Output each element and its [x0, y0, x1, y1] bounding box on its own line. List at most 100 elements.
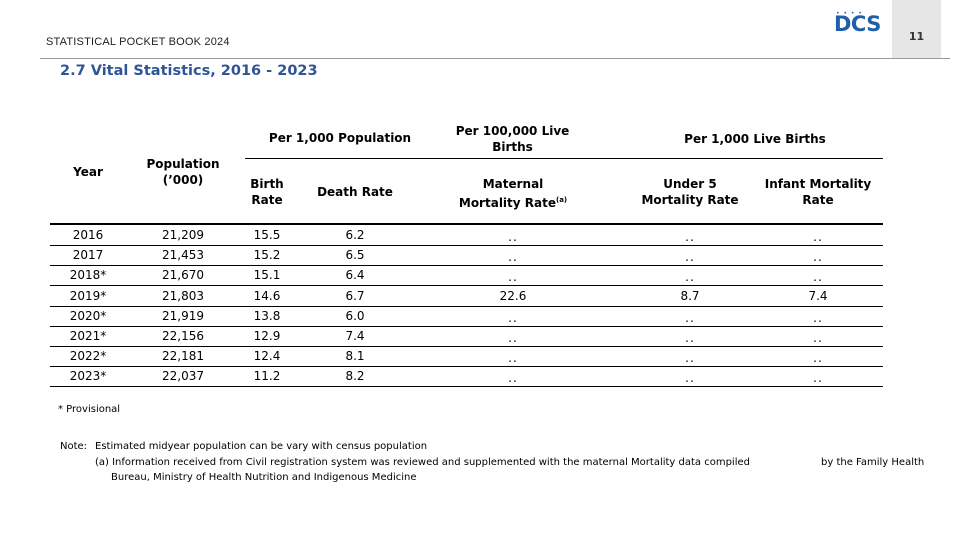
cell-population: 21,803 — [162, 288, 204, 303]
row-divider — [50, 265, 883, 267]
dcs-logo: • • • • DCS — [834, 10, 881, 38]
cell-infant-mortality: .. — [813, 270, 823, 285]
cell-infant-mortality: .. — [813, 310, 823, 325]
section-title: 2.7 Vital Statistics, 2016 - 2023 — [60, 63, 318, 79]
cell-death-rate: 8.1 — [345, 349, 365, 364]
cell-maternal-mortality: .. — [508, 310, 518, 325]
note-line-3: Bureau, Ministry of Health Nutrition and… — [111, 472, 417, 483]
cell-birth-rate: 15.2 — [253, 248, 281, 263]
page-number-box: 11 — [892, 0, 941, 58]
cell-birth-rate: 14.6 — [253, 288, 281, 303]
cell-birth-rate: 15.1 — [253, 268, 281, 283]
cell-infant-mortality: 7.4 — [808, 288, 828, 303]
cell-population: 22,156 — [162, 329, 204, 343]
cell-birth-rate: 11.2 — [253, 369, 281, 384]
col-header-population: Population (’000) — [146, 157, 220, 187]
group-header-per-100000-live-births: Per 100,000 Live Births — [455, 124, 570, 154]
group-header-underline — [245, 158, 883, 159]
col-header-maternal-mortality: Maternal Mortality Rate(a) — [450, 176, 576, 211]
cell-death-rate: 8.2 — [345, 369, 365, 384]
provisional-footnote: * Provisional — [58, 404, 121, 415]
cell-maternal-mortality: .. — [508, 331, 518, 345]
col-header-under5: Under 5 Mortality Rate — [641, 177, 739, 207]
cell-year: 2018* — [69, 268, 107, 283]
cell-year: 2020* — [69, 308, 107, 323]
cell-year: 2019* — [69, 288, 107, 303]
cell-maternal-mortality: .. — [508, 250, 518, 265]
cell-maternal-mortality: .. — [508, 351, 518, 366]
table-row: 2019* 21,803 14.6 6.7 22.6 8.7 7.4 — [50, 286, 883, 307]
table-row: 2020* 21,919 13.8 6.0...... — [50, 306, 883, 327]
page-number: 11 — [908, 30, 925, 43]
col-header-year: Year — [73, 165, 103, 179]
note-line-2b: by the Family Health — [821, 457, 925, 468]
row-divider — [50, 305, 883, 307]
table-row: 2022* 22,181 12.4 8.1...... — [50, 346, 883, 368]
note-line-1: Estimated midyear population can be vary… — [95, 441, 428, 452]
col-header-infant: Infant Mortality Rate — [764, 177, 872, 207]
table-row: 2023* 22,037 11.2 8.2...... — [50, 366, 883, 388]
cell-infant-mortality: .. — [813, 331, 823, 345]
cell-death-rate: 7.4 — [345, 329, 365, 343]
row-divider — [50, 325, 883, 327]
header-divider — [40, 58, 950, 59]
book-title: STATISTICAL POCKET BOOK 2024 — [46, 36, 230, 48]
table-row: 2016 21,209 15.5 6.2...... — [50, 225, 883, 246]
cell-under5-mortality: .. — [685, 310, 695, 325]
cell-year: 2023* — [69, 369, 107, 384]
cell-infant-mortality: .. — [813, 250, 823, 265]
cell-under5-mortality: 8.7 — [680, 288, 700, 303]
logo-dots-icon: • • • • — [836, 10, 863, 17]
cell-population: 21,209 — [162, 228, 204, 242]
note-label: Note: — [60, 441, 88, 452]
cell-birth-rate: 15.5 — [253, 228, 281, 242]
cell-population: 22,037 — [162, 369, 204, 384]
row-divider — [50, 285, 883, 287]
cell-infant-mortality: .. — [813, 371, 823, 386]
cell-under5-mortality: .. — [685, 331, 695, 345]
cell-maternal-mortality: .. — [508, 270, 518, 285]
cell-population: 21,453 — [162, 248, 204, 263]
col-header-birth-rate: Birth Rate — [250, 177, 284, 207]
cell-under5-mortality: .. — [685, 270, 695, 285]
cell-birth-rate: 13.8 — [253, 308, 281, 323]
header-bottom-rule — [50, 223, 883, 225]
cell-death-rate: 6.7 — [345, 288, 365, 303]
cell-year: 2021* — [69, 329, 107, 343]
logo-text: DCS — [834, 12, 881, 36]
cell-death-rate: 6.0 — [345, 308, 365, 323]
cell-year: 2016 — [72, 228, 104, 242]
maternal-note-marker: (a) — [556, 196, 568, 204]
cell-death-rate: 6.4 — [345, 268, 365, 283]
cell-birth-rate: 12.4 — [253, 349, 281, 364]
row-divider — [50, 245, 883, 246]
cell-year: 2022* — [69, 349, 107, 364]
table-row: 2018* 21,670 15.1 6.4...... — [50, 265, 883, 287]
cell-year: 2017 — [72, 248, 104, 263]
group-header-per-1000-population: Per 1,000 Population — [268, 131, 412, 145]
maternal-mortality-label: Maternal Mortality Rate — [458, 177, 556, 210]
cell-birth-rate: 12.9 — [253, 329, 281, 343]
cell-population: 22,181 — [162, 349, 204, 364]
row-divider — [50, 386, 883, 388]
row-divider — [50, 366, 883, 368]
cell-infant-mortality: .. — [813, 230, 823, 244]
cell-population: 21,919 — [162, 308, 204, 323]
note-line-2a: (a) Information received from Civil regi… — [95, 457, 750, 468]
cell-infant-mortality: .. — [813, 351, 823, 366]
cell-death-rate: 6.5 — [345, 248, 365, 263]
cell-maternal-mortality: .. — [508, 230, 518, 244]
table-row: 2017 21,453 15.2 6.5...... — [50, 245, 883, 267]
cell-under5-mortality: .. — [685, 371, 695, 386]
cell-population: 21,670 — [162, 268, 204, 283]
col-header-death-rate: Death Rate — [317, 185, 393, 199]
cell-under5-mortality: .. — [685, 230, 695, 244]
cell-maternal-mortality: 22.6 — [499, 288, 527, 303]
table-row: 2021* 22,156 12.9 7.4...... — [50, 326, 883, 347]
group-header-per-1000-live-births: Per 1,000 Live Births — [684, 132, 826, 146]
row-divider — [50, 346, 883, 347]
cell-under5-mortality: .. — [685, 250, 695, 265]
cell-death-rate: 6.2 — [345, 228, 365, 242]
cell-maternal-mortality: .. — [508, 371, 518, 386]
cell-under5-mortality: .. — [685, 351, 695, 366]
